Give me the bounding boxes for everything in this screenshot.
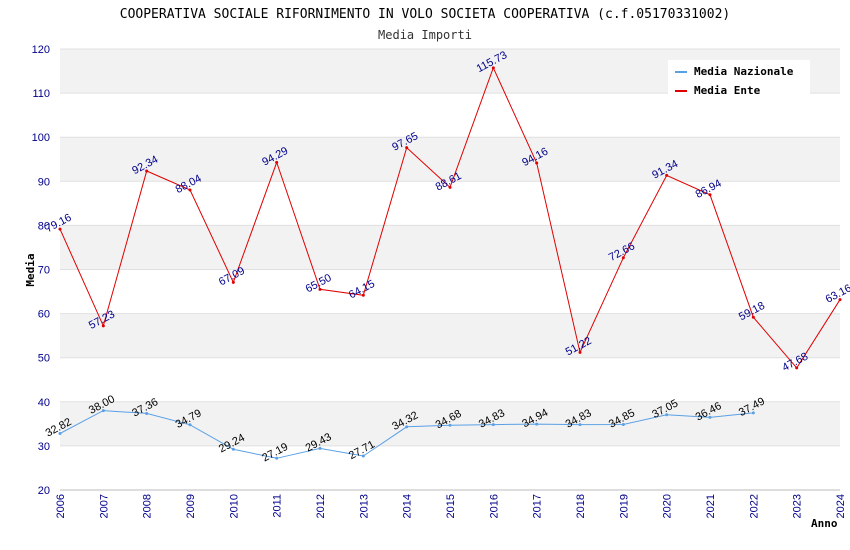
data-point-media-ente [535, 161, 539, 165]
data-point-media-nazionale [405, 425, 409, 429]
data-point-media-nazionale [535, 422, 539, 426]
x-tick-label: 2006 [55, 494, 67, 518]
data-point-media-nazionale [578, 423, 582, 427]
data-point-media-nazionale [318, 446, 322, 450]
x-tick-label: 2022 [748, 494, 760, 518]
background-bands [60, 49, 840, 490]
data-point-media-ente [275, 160, 279, 164]
data-point-media-ente [145, 169, 149, 173]
band-40-50 [60, 357, 840, 402]
data-point-media-nazionale [101, 409, 105, 413]
data-point-media-nazionale [708, 415, 712, 419]
y-tick-label: 100 [32, 132, 50, 144]
x-tick-label: 2011 [272, 494, 284, 518]
data-point-media-ente [751, 315, 755, 319]
chart-title: COOPERATIVA SOCIALE RIFORNIMENTO IN VOLO… [120, 7, 730, 22]
data-point-media-nazionale [751, 411, 755, 415]
data-point-media-ente [58, 227, 62, 231]
y-tick-label: 80 [38, 220, 50, 232]
chart-subtitle: Media Importi [378, 28, 472, 42]
x-tick-label: 2010 [228, 494, 240, 518]
data-point-media-nazionale [491, 423, 495, 427]
x-tick-label: 2013 [358, 494, 370, 518]
data-point-media-ente [231, 280, 235, 284]
y-tick-label: 20 [38, 485, 50, 497]
data-point-media-ente [795, 366, 799, 370]
x-tick-label: 2019 [618, 494, 630, 518]
legend-label-media-ente: Media Ente [694, 84, 761, 97]
data-point-media-nazionale [58, 431, 62, 435]
data-point-media-ente [665, 173, 669, 177]
x-tick-label: 2009 [185, 494, 197, 518]
data-point-media-nazionale [275, 456, 279, 460]
data-point-media-nazionale [188, 423, 192, 427]
y-tick-label: 110 [32, 88, 50, 100]
data-point-media-nazionale [448, 423, 452, 427]
data-point-media-ente [405, 146, 409, 150]
legend: Media Nazionale Media Ente [668, 60, 810, 98]
x-tick-label: 2017 [532, 494, 544, 518]
band-50-60 [60, 313, 840, 358]
band-90-100 [60, 137, 840, 182]
data-point-media-ente [188, 188, 192, 192]
y-tick-label: 90 [38, 176, 50, 188]
x-tick-label: 2020 [662, 494, 674, 518]
x-tick-label: 2007 [98, 494, 110, 518]
y-tick-labels: 20 30 40 50 60 70 80 90 100 110 120 [32, 44, 50, 497]
x-tick-label: 2015 [445, 494, 457, 518]
band-70-80 [60, 225, 840, 270]
x-tick-label: 2024 [835, 494, 847, 518]
x-tick-label: 2014 [402, 494, 414, 518]
data-point-media-ente [318, 287, 322, 291]
y-tick-label: 120 [32, 44, 50, 56]
y-axis-label: Media [24, 253, 37, 286]
y-tick-label: 40 [38, 397, 50, 409]
data-point-media-ente [491, 66, 495, 70]
x-tick-labels: 2006 2007 2008 2009 2010 2011 2012 2013 2014 2015… [55, 494, 847, 518]
band-20-30 [60, 445, 840, 490]
x-tick-label: 2021 [705, 494, 717, 518]
y-tick-label: 70 [38, 265, 50, 277]
data-point-media-ente [708, 193, 712, 197]
band-60-70 [60, 269, 840, 314]
data-point-media-ente [101, 324, 105, 328]
data-point-media-ente [621, 256, 625, 260]
data-point-media-nazionale [145, 411, 149, 415]
y-tick-label: 60 [38, 309, 50, 321]
legend-label-media-nazionale: Media Nazionale [694, 65, 794, 78]
data-point-media-ente [578, 350, 582, 354]
series-lines [58, 66, 842, 460]
x-axis-label: Anno [811, 517, 838, 530]
y-tick-label: 30 [38, 441, 50, 453]
x-tick-label: 2016 [488, 494, 500, 518]
data-point-media-ente [361, 293, 365, 297]
band-100-110 [60, 93, 840, 138]
data-point-media-nazionale [665, 413, 669, 417]
y-tick-label: 50 [38, 353, 50, 365]
data-point-media-nazionale [621, 423, 625, 427]
data-point-media-nazionale [231, 447, 235, 451]
x-tick-label: 2018 [575, 494, 587, 518]
x-tick-label: 2023 [792, 494, 804, 518]
data-point-media-ente [448, 185, 452, 189]
data-point-media-nazionale [361, 454, 365, 458]
x-tick-label: 2008 [142, 494, 154, 518]
data-point-media-ente [838, 298, 842, 302]
legend-box [668, 60, 810, 98]
x-tick-label: 2012 [315, 494, 327, 518]
